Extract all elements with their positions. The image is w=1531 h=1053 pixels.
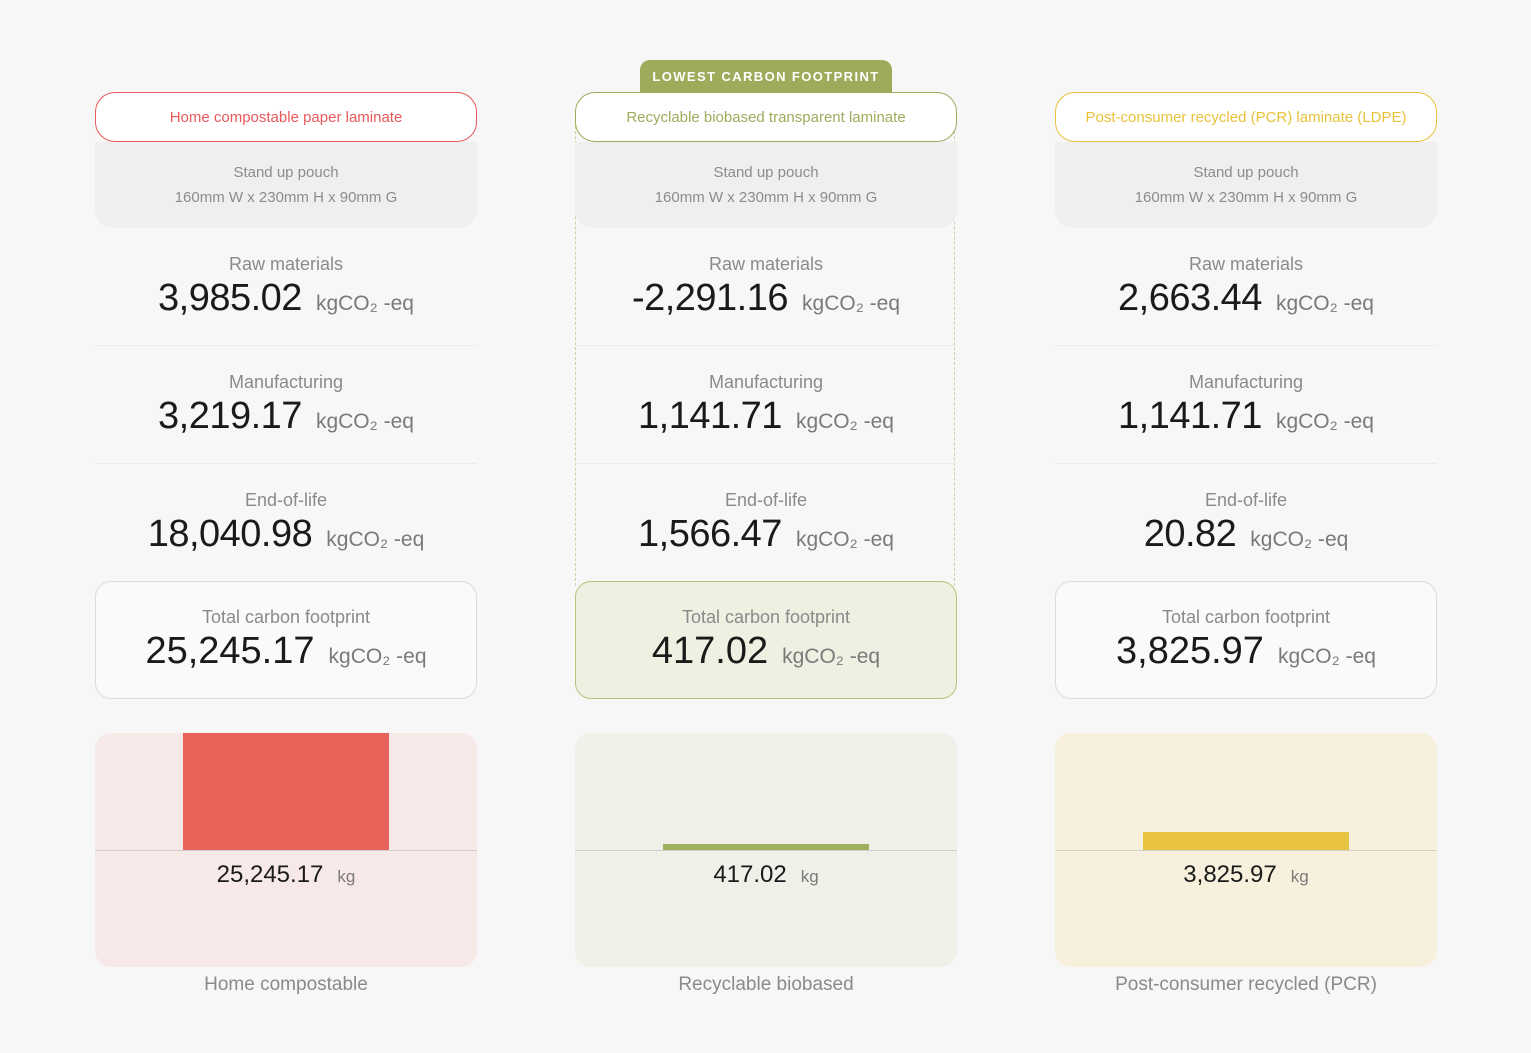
total-label: Total carbon footprint	[681, 607, 851, 627]
metric-unit: kgCO₂ -eq	[315, 291, 414, 315]
footprint-bar-chart: 25,245.17 kg	[95, 733, 477, 967]
metric-label: Manufacturing	[228, 371, 344, 392]
metric-value: 3,219.17	[158, 394, 302, 437]
packaging-spec: Stand up pouch 160mm W x 230mm H x 90mm …	[1055, 142, 1437, 228]
metric-unit: kgCO₂ -eq	[315, 409, 414, 433]
option-title-pill: Post-consumer recycled (PCR) laminate (L…	[1055, 92, 1437, 142]
metric-raw-materials: Raw materials 3,985.02 kgCO₂ -eq	[95, 228, 477, 346]
metric-value: 18,040.98	[147, 513, 313, 555]
metric-manufacturing: Manufacturing 3,219.17 kgCO₂ -eq	[95, 346, 477, 464]
spec-type: Stand up pouch	[233, 164, 339, 181]
chart-unit: kg	[1290, 867, 1309, 886]
chart-caption: Post-consumer recycled (PCR)	[1115, 974, 1377, 995]
metric-raw-materials: Raw materials 2,663.44 kgCO₂ -eq	[1055, 228, 1437, 346]
total-label: Total carbon footprint	[1161, 607, 1331, 627]
total-carbon-footprint: Total carbon footprint 417.02 kgCO₂ -eq	[575, 581, 957, 699]
chart-value: 3,825.97	[1183, 861, 1277, 888]
spec-type: Stand up pouch	[713, 164, 819, 181]
chart-unit: kg	[800, 867, 819, 886]
metric-label: Raw materials	[708, 253, 824, 274]
metric-label: Manufacturing	[708, 371, 824, 392]
metric-unit: kgCO₂ -eq	[326, 528, 425, 551]
metric-value: 3,985.02	[158, 276, 302, 319]
total-unit: kgCO₂ -eq	[782, 645, 881, 668]
footprint-bar-chart: 3,825.97 kg	[1055, 733, 1437, 967]
total-value: 417.02	[651, 630, 769, 672]
metric-unit: kgCO₂ -eq	[1275, 409, 1374, 433]
footprint-bar	[183, 733, 389, 850]
footprint-bar	[663, 844, 869, 850]
option-title-pill: Home compostable paper laminate	[95, 92, 477, 142]
total-unit: kgCO₂ -eq	[1277, 645, 1376, 668]
metric-value: 1,141.71	[1118, 394, 1262, 437]
spec-type: Stand up pouch	[1193, 164, 1299, 181]
metric-label: Raw materials	[228, 253, 344, 274]
metric-label: End-of-life	[244, 490, 328, 510]
chart-caption: Recyclable biobased	[678, 974, 854, 995]
spec-dimensions: 160mm W x 230mm H x 90mm G	[1134, 189, 1358, 206]
packaging-spec: Stand up pouch 160mm W x 230mm H x 90mm …	[95, 142, 477, 228]
metric-unit: kgCO₂ -eq	[795, 528, 894, 551]
chart-baseline	[95, 850, 477, 851]
metric-value: -2,291.16	[631, 276, 789, 319]
total-value: 3,825.97	[1116, 630, 1264, 672]
metric-value: 1,566.47	[638, 513, 782, 555]
metric-unit: kgCO₂ -eq	[802, 291, 901, 315]
metric-label: End-of-life	[1204, 490, 1288, 510]
metric-manufacturing: Manufacturing 1,141.71 kgCO₂ -eq	[575, 346, 957, 464]
metric-unit: kgCO₂ -eq	[795, 409, 894, 433]
metric-label: Manufacturing	[1188, 371, 1304, 392]
metric-end-of-life: End-of-life 20.82 kgCO₂ -eq	[1055, 464, 1437, 582]
metric-unit: kgCO₂ -eq	[1275, 291, 1374, 315]
packaging-spec: Stand up pouch 160mm W x 230mm H x 90mm …	[575, 142, 957, 228]
metric-manufacturing: Manufacturing 1,141.71 kgCO₂ -eq	[1055, 346, 1437, 464]
chart-caption: Home compostable	[204, 974, 368, 995]
total-unit: kgCO₂ -eq	[328, 645, 427, 668]
metric-unit: kgCO₂ -eq	[1250, 528, 1349, 551]
chart-unit: kg	[337, 867, 356, 886]
metric-end-of-life: End-of-life 18,040.98 kgCO₂ -eq	[95, 464, 477, 582]
metric-label: Raw materials	[1188, 253, 1304, 274]
spec-dimensions: 160mm W x 230mm H x 90mm G	[654, 189, 878, 206]
metric-raw-materials: Raw materials -2,291.16 kgCO₂ -eq	[575, 228, 957, 346]
chart-baseline	[575, 850, 957, 851]
metric-value: 20.82	[1143, 513, 1237, 555]
total-value: 25,245.17	[145, 630, 315, 672]
option-title-pill: Recyclable biobased transparent laminate	[575, 92, 957, 142]
chart-value: 417.02	[713, 861, 787, 888]
lowest-footprint-badge: LOWEST CARBON FOOTPRINT	[640, 60, 892, 92]
metric-value: 2,663.44	[1118, 276, 1262, 319]
footprint-bar	[1143, 832, 1349, 850]
metric-value: 1,141.71	[638, 394, 782, 437]
footprint-bar-chart: 417.02 kg	[575, 733, 957, 967]
chart-baseline	[1055, 850, 1437, 851]
metric-label: End-of-life	[724, 490, 808, 510]
total-carbon-footprint: Total carbon footprint 25,245.17 kgCO₂ -e…	[95, 581, 477, 699]
spec-dimensions: 160mm W x 230mm H x 90mm G	[174, 189, 398, 206]
highlight-dashed-outline	[575, 116, 955, 586]
metric-end-of-life: End-of-life 1,566.47 kgCO₂ -eq	[575, 464, 957, 582]
total-carbon-footprint: Total carbon footprint 3,825.97 kgCO₂ -eq	[1055, 581, 1437, 699]
chart-value: 25,245.17	[216, 861, 324, 888]
total-label: Total carbon footprint	[201, 607, 371, 627]
